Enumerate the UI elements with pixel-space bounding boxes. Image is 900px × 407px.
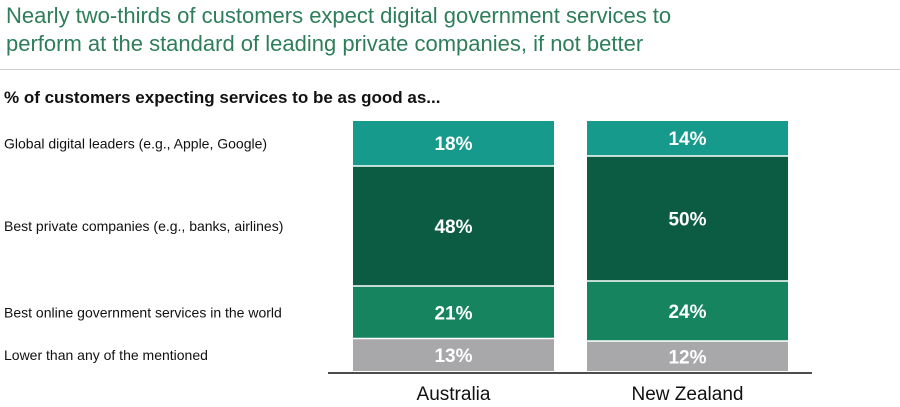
data-label-new-zealand-best-private-companies-e-g-banks-airlines: 50% <box>668 210 706 231</box>
data-label-australia-best-private-companies-e-g-banks-airlines: 48% <box>434 217 472 238</box>
x-tick-label-new-zealand: New Zealand <box>632 384 744 405</box>
bar-segment-new-zealand-best-private-companies-e-g-banks-airlines <box>587 156 788 281</box>
x-tick-label-australia: Australia <box>417 384 491 405</box>
data-label-new-zealand-global-digital-leaders-e-g-apple-google: 14% <box>668 129 706 150</box>
bar-segment-australia-lower-than-any-of-the-mentioned <box>353 339 554 371</box>
data-label-australia-global-digital-leaders-e-g-apple-google: 18% <box>434 134 472 155</box>
bar-segment-australia-best-private-companies-e-g-banks-airlines <box>353 166 554 286</box>
category-labels: Lower than any of the mentioned Best onli… <box>4 136 283 363</box>
bar-segment-new-zealand-lower-than-any-of-the-mentioned <box>587 341 788 371</box>
data-label-australia-best-online-government-services-in-the-world: 21% <box>434 303 472 324</box>
series-label-best-private-companies-e-g-banks-airlines: Best private companies (e.g., banks, air… <box>4 218 283 234</box>
bars-group: 13% 21% 48% 18% 12% 24% 50% 14% <box>353 121 788 371</box>
bar-segment-new-zealand-best-online-government-services-in-the-world <box>587 281 788 341</box>
title-divider <box>0 69 900 70</box>
series-label-global-digital-leaders-e-g-apple-google: Global digital leaders (e.g., Apple, Goo… <box>4 136 267 152</box>
chart-subtitle: % of customers expecting services to be … <box>4 88 441 107</box>
bar-segment-australia-best-online-government-services-in-the-world <box>353 286 554 338</box>
data-label-australia-lower-than-any-of-the-mentioned: 13% <box>434 346 472 367</box>
series-label-best-online-government-services-in-the-world: Best online government services in the w… <box>4 304 282 320</box>
bar-segment-new-zealand-global-digital-leaders-e-g-apple-google <box>587 121 788 156</box>
data-label-new-zealand-lower-than-any-of-the-mentioned: 12% <box>668 347 706 368</box>
chart-title-line-2: perform at the standard of leading priva… <box>6 31 644 56</box>
x-axis-labels: Australia New Zealand <box>417 384 744 405</box>
series-label-lower-than-any-of-the-mentioned: Lower than any of the mentioned <box>4 347 208 363</box>
chart-title: Nearly two-thirds of customers expect di… <box>6 2 886 58</box>
bar-segment-australia-global-digital-leaders-e-g-apple-google <box>353 121 554 166</box>
data-label-new-zealand-best-online-government-services-in-the-world: 24% <box>668 302 706 323</box>
chart-title-line-1: Nearly two-thirds of customers expect di… <box>6 3 672 28</box>
